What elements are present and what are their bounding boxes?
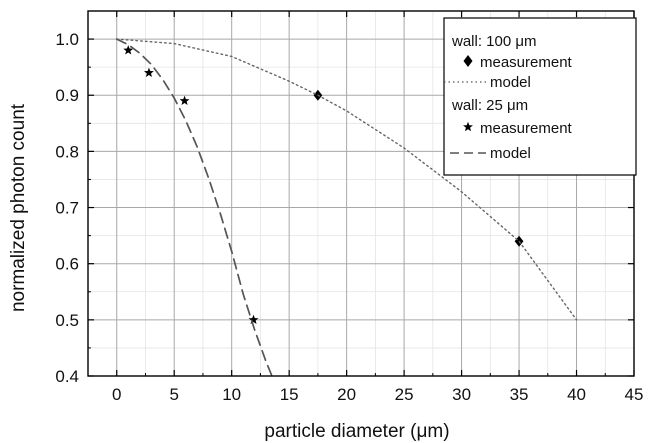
legend-group2-title: wall: 25 μm bbox=[451, 97, 528, 114]
data-point-star bbox=[143, 67, 154, 77]
data-point-star bbox=[248, 314, 259, 325]
legend-group1-title: wall: 100 μm bbox=[451, 33, 537, 50]
y-tick-label: 0.6 bbox=[55, 255, 79, 274]
x-tick-label: 0 bbox=[112, 385, 121, 404]
y-tick-label: 0.9 bbox=[55, 86, 79, 105]
y-axis-title: normalized photon count bbox=[8, 103, 29, 312]
x-tick-label: 40 bbox=[567, 385, 586, 404]
series-line-3 bbox=[115, 38, 273, 377]
y-tick-label: 0.7 bbox=[55, 199, 79, 218]
x-tick-label: 20 bbox=[337, 385, 356, 404]
x-tick-label: 35 bbox=[510, 385, 529, 404]
star-icon bbox=[463, 121, 473, 132]
y-tick-label: 0.4 bbox=[55, 367, 79, 386]
x-tick-label: 25 bbox=[395, 385, 414, 404]
series-layer bbox=[115, 38, 578, 377]
x-tick-label: 30 bbox=[452, 385, 471, 404]
legend-group2-model-label: model bbox=[490, 145, 531, 162]
legend-group1-model-label: model bbox=[490, 74, 531, 91]
ticks bbox=[88, 11, 635, 377]
legend-group1-measurement-label: measurement bbox=[480, 54, 573, 71]
x-tick-label: 5 bbox=[169, 385, 178, 404]
data-point-star bbox=[123, 45, 134, 55]
y-tick-label: 0.5 bbox=[55, 311, 79, 330]
tick-labels: 0 5 10 15 20 25 30 35 40 45 0.4 0.5 0.6 0.7 0.8 0.9 1.0 bbox=[55, 30, 643, 404]
x-tick-label: 10 bbox=[222, 385, 241, 404]
y-tick-label: 1.0 bbox=[55, 30, 79, 49]
x-tick-label: 45 bbox=[625, 385, 644, 404]
legend: wall: 100 μm measurement model wall: 25 … bbox=[443, 17, 637, 176]
data-point-star bbox=[179, 95, 190, 106]
x-axis-title: particle diameter (μm) bbox=[264, 421, 449, 442]
x-tick-label: 15 bbox=[280, 385, 299, 404]
plot-frame bbox=[87, 10, 635, 377]
legend-group2-measurement-label: measurement bbox=[480, 120, 573, 137]
diamond-icon bbox=[463, 55, 473, 67]
series-line-1 bbox=[116, 38, 578, 321]
legend-box bbox=[443, 17, 637, 176]
y-tick-label: 0.8 bbox=[55, 142, 79, 161]
